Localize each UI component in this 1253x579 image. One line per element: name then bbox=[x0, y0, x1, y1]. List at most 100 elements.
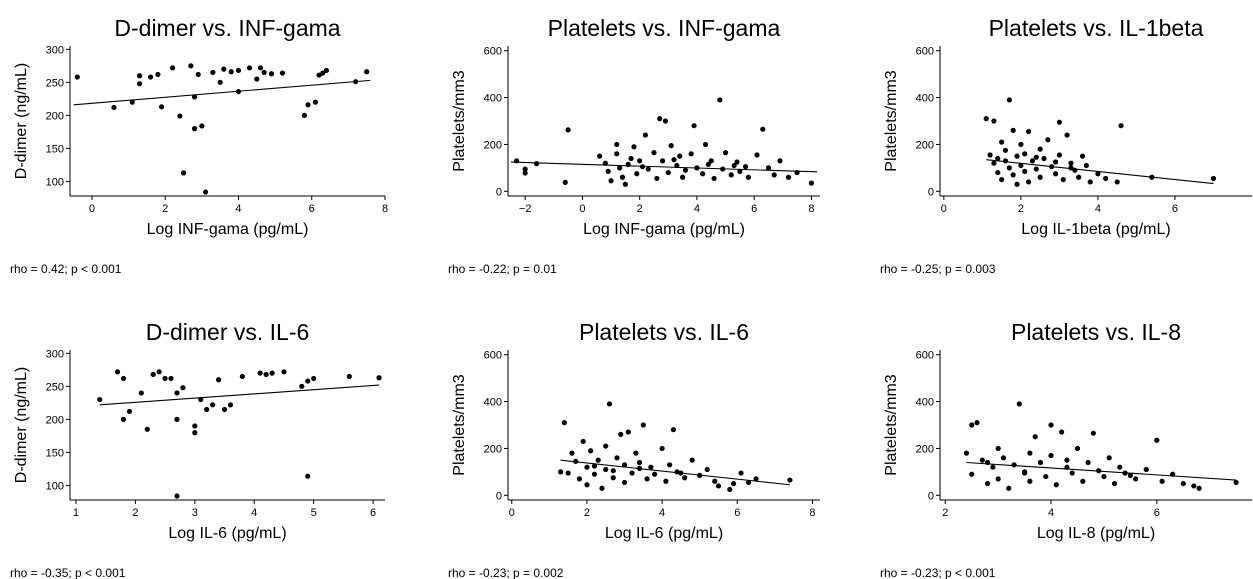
data-point bbox=[305, 473, 311, 479]
data-point bbox=[364, 69, 370, 75]
data-point bbox=[700, 171, 706, 177]
data-point bbox=[168, 375, 174, 382]
y-tick-label: 200 bbox=[916, 443, 934, 455]
data-point bbox=[637, 158, 643, 164]
y-tick-label: 100 bbox=[46, 176, 64, 188]
data-point bbox=[156, 369, 162, 375]
data-point bbox=[754, 152, 760, 158]
data-point bbox=[114, 369, 121, 375]
data-point bbox=[180, 170, 187, 176]
data-point bbox=[1027, 450, 1033, 456]
data-point bbox=[621, 479, 628, 486]
data-point bbox=[1191, 483, 1197, 489]
y-tick-label: 200 bbox=[916, 139, 934, 151]
x-tick-label: 0 bbox=[89, 203, 95, 215]
data-point bbox=[534, 161, 540, 167]
data-point bbox=[522, 170, 528, 176]
x-axis-label: Log IL-6 (pg/mL) bbox=[168, 525, 286, 542]
data-point bbox=[1043, 473, 1049, 480]
data-point bbox=[227, 402, 234, 408]
data-point bbox=[990, 464, 996, 470]
data-point bbox=[1127, 472, 1133, 478]
data-point bbox=[1037, 146, 1043, 152]
data-point bbox=[618, 431, 624, 437]
data-point bbox=[1037, 459, 1044, 466]
correlation-annotation: rho = -0.25; p = 0.003 bbox=[880, 262, 996, 276]
x-axis-label: Log INF-gama (pg/mL) bbox=[147, 221, 309, 238]
y-tick-label: 400 bbox=[916, 93, 934, 105]
regression-line bbox=[510, 161, 818, 173]
data-point bbox=[631, 144, 637, 150]
data-point bbox=[1011, 462, 1017, 468]
data-point bbox=[235, 67, 242, 74]
correlation-annotation: rho = -0.23; p = 0.002 bbox=[448, 566, 564, 579]
data-point bbox=[682, 167, 689, 173]
data-point bbox=[648, 464, 654, 470]
data-point bbox=[742, 164, 749, 170]
y-tick-label: 250 bbox=[46, 77, 64, 89]
x-tick-label: 0 bbox=[579, 203, 585, 215]
data-point bbox=[204, 406, 210, 413]
data-point bbox=[636, 459, 643, 466]
data-point bbox=[657, 116, 663, 122]
data-point bbox=[299, 383, 305, 389]
x-tick-label: 6 bbox=[751, 203, 757, 215]
data-point bbox=[311, 375, 317, 382]
data-point bbox=[268, 71, 275, 77]
data-point bbox=[301, 112, 308, 118]
data-point bbox=[605, 168, 611, 174]
data-point bbox=[180, 385, 186, 391]
regression-line bbox=[73, 79, 371, 106]
x-tick-label: 0 bbox=[941, 203, 947, 215]
x-tick-label: 6 bbox=[370, 507, 376, 519]
data-point bbox=[228, 69, 234, 75]
data-point bbox=[1014, 181, 1020, 187]
y-axis-label: Platelets/mm3 bbox=[883, 374, 900, 475]
data-point bbox=[1106, 455, 1112, 461]
data-point bbox=[678, 470, 684, 476]
data-point bbox=[257, 65, 264, 71]
data-point bbox=[174, 416, 180, 422]
y-tick-label: 600 bbox=[484, 350, 502, 362]
correlation-annotation: rho = -0.23; p < 0.001 bbox=[880, 566, 996, 579]
data-point bbox=[617, 165, 623, 171]
x-tick-label: 4 bbox=[1048, 507, 1054, 519]
data-point bbox=[1052, 159, 1059, 165]
x-tick-label: 2 bbox=[942, 507, 948, 519]
data-point bbox=[711, 175, 717, 182]
data-point bbox=[320, 70, 326, 76]
x-tick-label: 8 bbox=[382, 203, 388, 215]
x-tick-label: 8 bbox=[809, 507, 815, 519]
data-point bbox=[1000, 455, 1007, 461]
data-point bbox=[662, 118, 669, 124]
data-point bbox=[708, 158, 714, 164]
y-axis-label: D-dimer (ng/mL) bbox=[13, 367, 30, 483]
y-tick-label: 0 bbox=[496, 186, 502, 198]
data-point bbox=[671, 157, 677, 163]
regression-line bbox=[986, 159, 1214, 185]
scatter-panel-1: D-dimer vs. INF-gama 0 2 4 6 8 100 150 200 250 300… bbox=[10, 15, 388, 276]
data-point bbox=[279, 70, 286, 76]
data-point bbox=[263, 371, 269, 378]
data-point bbox=[174, 493, 180, 499]
data-point bbox=[654, 175, 660, 182]
data-point bbox=[210, 69, 216, 76]
data-point bbox=[670, 427, 676, 433]
data-point bbox=[659, 445, 665, 452]
data-point bbox=[704, 466, 710, 473]
data-point bbox=[991, 118, 997, 124]
data-point bbox=[138, 390, 144, 396]
data-point bbox=[688, 151, 694, 157]
data-point bbox=[777, 158, 783, 164]
regression-line bbox=[966, 461, 1237, 481]
chart-title: D-dimer vs. INF-gama bbox=[114, 15, 340, 41]
data-point bbox=[1033, 154, 1039, 160]
data-point bbox=[1079, 153, 1086, 159]
data-point bbox=[1118, 123, 1124, 129]
data-point bbox=[689, 457, 695, 463]
data-point bbox=[580, 438, 586, 445]
data-point bbox=[1170, 471, 1176, 477]
data-point bbox=[674, 162, 680, 169]
data-point bbox=[199, 123, 205, 129]
